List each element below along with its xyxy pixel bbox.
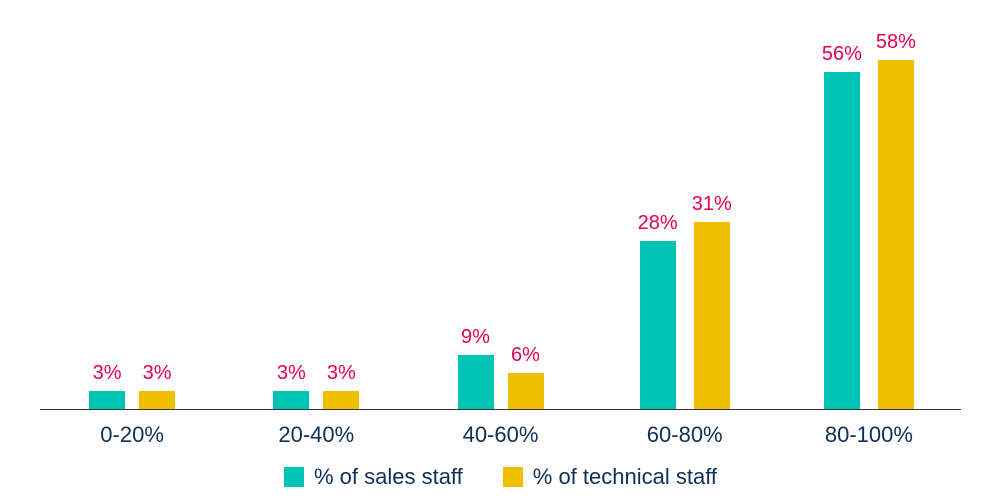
legend-label: % of sales staff xyxy=(314,464,463,490)
legend-swatch xyxy=(284,467,304,487)
bar-wrap: 31% xyxy=(692,193,732,409)
bar xyxy=(323,391,359,409)
bar-wrap: 9% xyxy=(458,326,494,409)
bar xyxy=(878,60,914,409)
legend-item: % of technical staff xyxy=(503,464,717,490)
bar xyxy=(824,72,860,409)
bar xyxy=(458,355,494,409)
legend: % of sales staff % of technical staff xyxy=(40,464,961,490)
x-axis-label: 60-80% xyxy=(593,422,777,448)
bar-group: 28% 31% xyxy=(593,193,777,409)
value-label: 9% xyxy=(461,326,490,349)
bar-wrap: 58% xyxy=(876,31,916,409)
value-label: 3% xyxy=(143,362,172,385)
bar-wrap: 6% xyxy=(508,344,544,409)
bar xyxy=(694,222,730,409)
value-label: 28% xyxy=(638,212,678,235)
value-label: 3% xyxy=(327,362,356,385)
bar-wrap: 3% xyxy=(139,362,175,409)
value-label: 31% xyxy=(692,193,732,216)
value-label: 56% xyxy=(822,43,862,66)
bar xyxy=(89,391,125,409)
x-axis-label: 80-100% xyxy=(777,422,961,448)
bar xyxy=(139,391,175,409)
bar-group: 3% 3% xyxy=(224,362,408,409)
legend-label: % of technical staff xyxy=(533,464,717,490)
x-axis-label: 40-60% xyxy=(408,422,592,448)
value-label: 3% xyxy=(93,362,122,385)
bar-wrap: 28% xyxy=(638,212,678,409)
bar xyxy=(273,391,309,409)
plot-area: 3% 3% 3% 3% 9% 6% 28% 31% 56% 58% xyxy=(40,30,961,410)
x-axis-label: 0-20% xyxy=(40,422,224,448)
bar xyxy=(640,241,676,409)
bar-group: 56% 58% xyxy=(777,31,961,409)
bar-group: 9% 6% xyxy=(408,326,592,409)
value-label: 6% xyxy=(511,344,540,367)
legend-swatch xyxy=(503,467,523,487)
staff-percentage-chart: 3% 3% 3% 3% 9% 6% 28% 31% 56% 58% 0-20%20-40%40-6… xyxy=(0,0,1001,501)
bar-wrap: 3% xyxy=(323,362,359,409)
x-axis-label: 20-40% xyxy=(224,422,408,448)
bar-wrap: 3% xyxy=(89,362,125,409)
bar xyxy=(508,373,544,409)
bar-wrap: 3% xyxy=(273,362,309,409)
legend-item: % of sales staff xyxy=(284,464,463,490)
value-label: 3% xyxy=(277,362,306,385)
bar-wrap: 56% xyxy=(822,43,862,409)
bar-group: 3% 3% xyxy=(40,362,224,409)
value-label: 58% xyxy=(876,31,916,54)
x-axis: 0-20%20-40%40-60%60-80%80-100% xyxy=(40,422,961,448)
